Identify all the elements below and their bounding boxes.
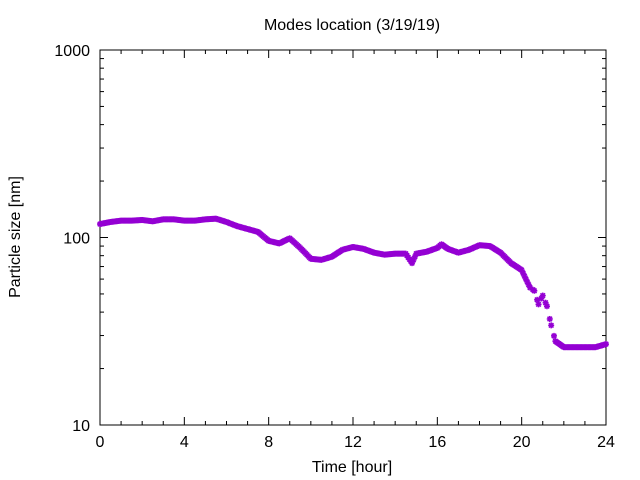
data-point [603,341,609,348]
data-point [546,315,553,322]
y-tick-label: 1000 [54,43,90,60]
x-tick-label: 8 [264,434,273,451]
x-tick-label: 16 [428,434,446,451]
y-tick-label: 10 [72,418,90,435]
y-tick-label: 100 [63,231,90,248]
chart-title: Modes location (3/19/19) [264,17,440,34]
x-axis-label: Time [hour] [312,459,392,476]
data-point [539,292,546,299]
x-tick-label: 24 [597,434,615,451]
data-point [550,332,557,339]
x-tick-label: 4 [180,434,189,451]
x-tick-label: 0 [96,434,105,451]
data-series [97,215,609,351]
data-point [548,322,555,329]
data-point [543,303,550,310]
data-point [535,301,542,308]
y-axis-label: Particle size [nm] [7,176,24,298]
x-tick-label: 20 [513,434,531,451]
plot-frame [99,49,607,426]
x-tick-label: 12 [344,434,362,451]
x-axis: 0 4 8 12 16 20 24 [96,50,615,451]
data-point [531,287,538,294]
y-axis: 10 100 1000 [54,43,606,435]
